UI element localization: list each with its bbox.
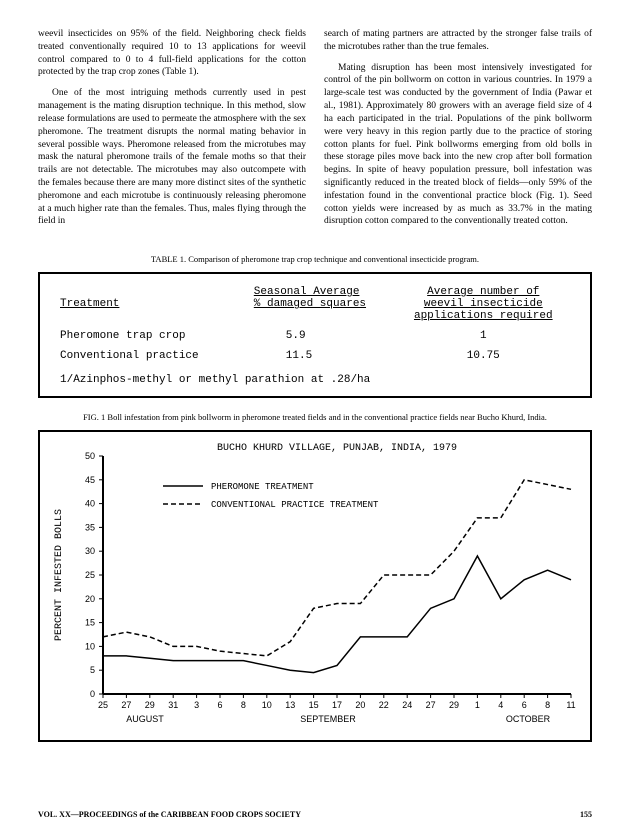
svg-text:22: 22	[379, 700, 389, 710]
svg-text:8: 8	[545, 700, 550, 710]
svg-text:BUCHO KHURD VILLAGE, PUNJAB, I: BUCHO KHURD VILLAGE, PUNJAB, INDIA, 1979	[217, 443, 457, 454]
left-column: weevil insecticides on 95% of the field.…	[38, 28, 306, 236]
svg-text:3: 3	[194, 700, 199, 710]
paragraph: One of the most intriguing methods curre…	[38, 87, 306, 228]
table-header: Average number of weevil insecticide app…	[397, 286, 570, 322]
table-header: Seasonal Average % damaged squares	[254, 286, 397, 322]
paragraph: Mating disruption has been most intensiv…	[324, 62, 592, 229]
table-header-row: Treatment Seasonal Average % damaged squ…	[60, 286, 570, 322]
svg-text:50: 50	[85, 451, 95, 461]
svg-text:25: 25	[85, 570, 95, 580]
table-cell: Conventional practice	[60, 350, 254, 362]
svg-text:AUGUST: AUGUST	[126, 714, 164, 724]
svg-text:20: 20	[355, 700, 365, 710]
svg-text:4: 4	[498, 700, 503, 710]
svg-text:45: 45	[85, 475, 95, 485]
table-cell: 1	[397, 330, 570, 342]
svg-text:10: 10	[85, 642, 95, 652]
svg-text:35: 35	[85, 523, 95, 533]
table-cell: 10.75	[397, 350, 570, 362]
page-footer: VOL. XX—PROCEEDINGS of the CARIBBEAN FOO…	[38, 810, 592, 819]
table-header: Treatment	[60, 286, 254, 322]
figure-caption: FIG. 1 Boll infestation from pink bollwo…	[38, 412, 592, 422]
svg-text:40: 40	[85, 499, 95, 509]
svg-text:20: 20	[85, 594, 95, 604]
svg-text:5: 5	[90, 665, 95, 675]
footer-left: VOL. XX—PROCEEDINGS of the CARIBBEAN FOO…	[38, 810, 301, 819]
table-cell: 5.9	[254, 330, 397, 342]
body-columns: weevil insecticides on 95% of the field.…	[38, 28, 592, 236]
comparison-table: Treatment Seasonal Average % damaged squ…	[38, 272, 592, 398]
chart-svg: 0 5 10 15 20 25 30 35 40 45 50 25 27 29 31 3 6 8 10 13 15 17 2…	[40, 432, 590, 740]
right-column: search of mating partners are attracted …	[324, 28, 592, 236]
svg-text:15: 15	[309, 700, 319, 710]
svg-text:1: 1	[475, 700, 480, 710]
table-row: Pheromone trap crop5.91	[60, 330, 570, 342]
table-cell: Pheromone trap crop	[60, 330, 254, 342]
svg-text:11: 11	[566, 700, 575, 710]
svg-text:13: 13	[285, 700, 295, 710]
svg-text:PERCENT INFESTED BOLLS: PERCENT INFESTED BOLLS	[54, 509, 65, 641]
svg-text:CONVENTIONAL PRACTICE TREATMEN: CONVENTIONAL PRACTICE TREATMENT	[211, 500, 379, 510]
svg-text:30: 30	[85, 546, 95, 556]
table-caption: TABLE 1. Comparison of pheromone trap cr…	[38, 254, 592, 264]
svg-text:31: 31	[168, 700, 178, 710]
svg-text:25: 25	[98, 700, 108, 710]
table-row: Conventional practice11.510.75	[60, 350, 570, 362]
svg-text:8: 8	[241, 700, 246, 710]
svg-text:6: 6	[217, 700, 222, 710]
svg-text:27: 27	[121, 700, 131, 710]
table-note: 1/Azinphos-methyl or methyl parathion at…	[60, 374, 570, 386]
svg-text:15: 15	[85, 618, 95, 628]
svg-text:0: 0	[90, 689, 95, 699]
svg-text:17: 17	[332, 700, 342, 710]
svg-text:SEPTEMBER: SEPTEMBER	[300, 714, 356, 724]
paragraph: search of mating partners are attracted …	[324, 28, 592, 54]
table-cell: 11.5	[254, 350, 397, 362]
paragraph: weevil insecticides on 95% of the field.…	[38, 28, 306, 79]
svg-text:OCTOBER: OCTOBER	[506, 714, 551, 724]
svg-text:10: 10	[262, 700, 272, 710]
svg-text:24: 24	[402, 700, 412, 710]
footer-right: 155	[580, 810, 592, 819]
svg-text:6: 6	[522, 700, 527, 710]
svg-text:PHEROMONE TREATMENT: PHEROMONE TREATMENT	[211, 482, 314, 492]
svg-text:29: 29	[449, 700, 459, 710]
svg-text:27: 27	[426, 700, 436, 710]
boll-infestation-chart: 0 5 10 15 20 25 30 35 40 45 50 25 27 29 31 3 6 8 10 13 15 17 2…	[38, 430, 592, 742]
svg-text:29: 29	[145, 700, 155, 710]
